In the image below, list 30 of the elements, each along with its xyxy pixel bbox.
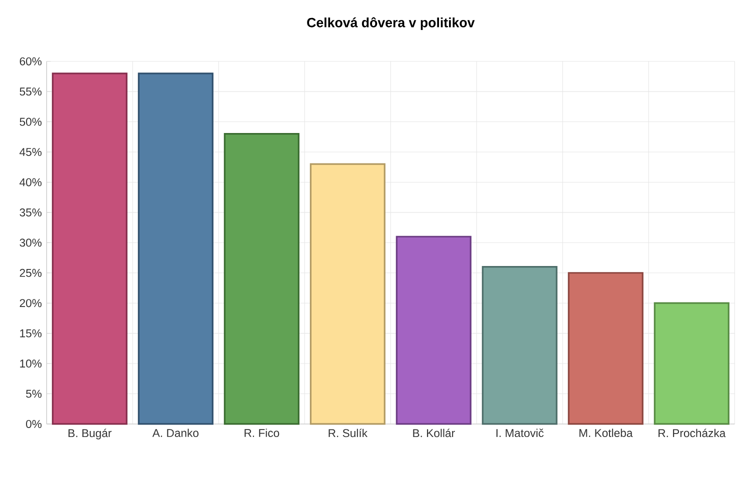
- bar: [52, 72, 128, 425]
- y-tick-label: 40%: [20, 178, 42, 186]
- y-tick-label: 25%: [20, 268, 42, 277]
- chart-title: Celková dôvera v politikov: [307, 17, 475, 30]
- x-tick-label: B. Kollár: [413, 428, 455, 438]
- y-tick-label: 60%: [20, 57, 42, 66]
- x-tick-label: R. Sulík: [328, 428, 368, 438]
- y-tick-label: 45%: [20, 148, 42, 156]
- y-tick-label: 15%: [20, 329, 42, 338]
- y-tick-label: 20%: [20, 299, 42, 308]
- y-tick-label: 30%: [20, 238, 42, 247]
- x-tick-label: A. Danko: [152, 428, 198, 438]
- y-tick-label: 50%: [20, 118, 42, 126]
- x-tick-label: I. Matovič: [496, 428, 544, 438]
- bar: [482, 266, 558, 425]
- y-tick-label: 5%: [26, 390, 42, 398]
- bar: [224, 133, 300, 425]
- bar: [654, 302, 730, 425]
- x-tick-label: B. Bugár: [68, 428, 112, 440]
- y-tick-label: 0%: [26, 420, 42, 428]
- x-tick-label: M. Kotleba: [579, 428, 633, 438]
- bar: [310, 163, 386, 425]
- bar: [568, 272, 644, 425]
- y-tick-label: 35%: [20, 208, 42, 216]
- y-tick-label: 55%: [20, 88, 42, 96]
- bar: [396, 236, 472, 425]
- x-tick-label: R. Procházka: [658, 428, 726, 438]
- bar: [138, 72, 214, 425]
- y-tick-label: 10%: [20, 360, 42, 368]
- x-tick-label: R. Fico: [244, 428, 280, 438]
